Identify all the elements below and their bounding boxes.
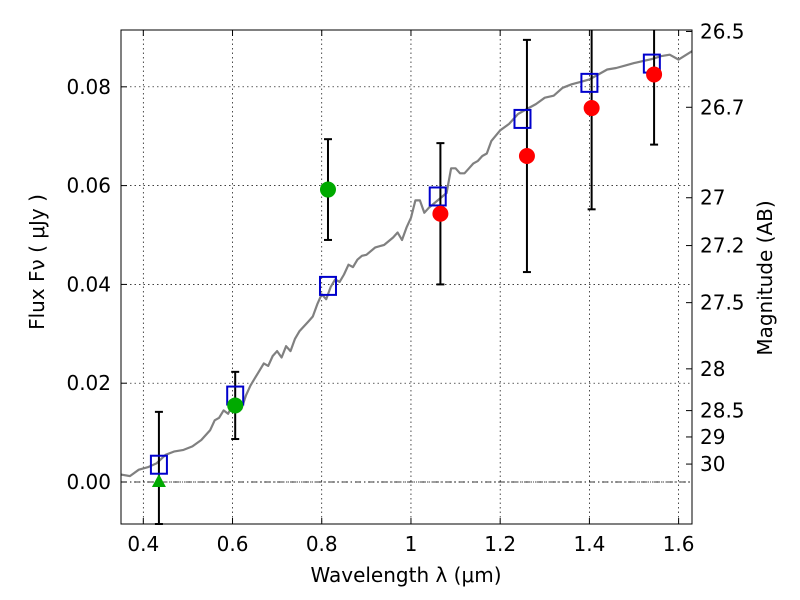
observed-point	[583, 100, 600, 117]
magnitude-tick-label: 28	[700, 357, 725, 381]
x-tick-label: 1.4	[573, 532, 605, 556]
x-tick-label: 0.6	[217, 532, 249, 556]
magnitude-tick-label: 27	[700, 186, 725, 210]
plot-background	[121, 30, 692, 524]
data-markers	[149, 53, 663, 488]
model-photometry-square	[513, 108, 532, 129]
plot-frame	[120, 29, 693, 525]
magnitude-tick-label: 27.2	[700, 234, 745, 258]
magnitude-tick-label: 29	[700, 425, 725, 449]
x-tick-label: 1.2	[484, 532, 516, 556]
x-tick-label: 1.6	[663, 532, 695, 556]
x-ticks: 0.4 0.6 0.8 1 1.2 1.4 1.6	[127, 30, 695, 556]
y-tick-label: 0.04	[66, 272, 111, 296]
observed-point	[432, 205, 449, 222]
model-photometry-square	[149, 454, 168, 475]
x-tick-label: 0.4	[127, 532, 159, 556]
x-tick-label: 1	[405, 532, 418, 556]
y-ticks: 0.00 0.02 0.04 0.06 0.08	[66, 75, 127, 494]
model-photometry-square	[580, 72, 599, 93]
x-axis-label: Wavelength λ (μm)	[310, 563, 501, 587]
observed-point	[227, 397, 244, 414]
y-tick-label: 0.02	[66, 371, 111, 395]
upper-limit-triangle	[151, 474, 166, 488]
observed-point	[518, 147, 535, 164]
y-tick-label: 0.06	[66, 174, 111, 198]
y-tick-label: 0.08	[66, 75, 111, 99]
right-axis-label: Magnitude (AB)	[753, 200, 777, 355]
magnitude-tick-label: 28.5	[700, 399, 745, 423]
magnitude-tick-label: 30	[700, 452, 725, 476]
magnitude-tick-label: 27.5	[700, 291, 745, 315]
y-tick-label: 0.00	[66, 470, 111, 494]
observed-point	[646, 66, 663, 83]
magnitude-ticks: 26.5 26.7 27 27.2 27.5 28 28.529 30	[686, 19, 745, 476]
magnitude-tick-label: 26.7	[700, 95, 745, 119]
x-tick-label: 0.8	[306, 532, 338, 556]
observed-point	[319, 181, 336, 198]
y-axis-label: Flux Fν ( μJy )	[25, 194, 49, 330]
model-photometry-square	[318, 275, 337, 296]
magnitude-tick-label: 26.5	[700, 19, 745, 43]
model-photometry-square	[428, 186, 447, 207]
